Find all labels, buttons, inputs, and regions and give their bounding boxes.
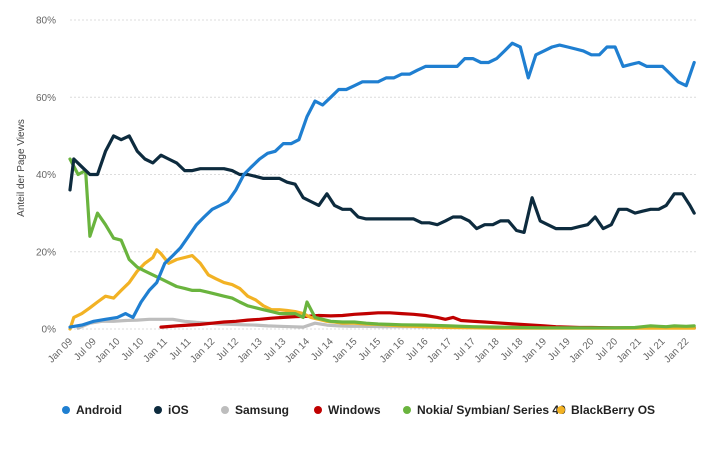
- x-tick-label: Jan 15: [330, 336, 359, 365]
- series-line-blackberry-os: [68, 248, 696, 331]
- series-lines: [68, 41, 696, 331]
- x-tick-label: Jan 14: [283, 336, 312, 365]
- legend-item[interactable]: Android: [62, 403, 122, 417]
- gridlines: [70, 19, 698, 330]
- legend: Android iOS Samsung Windows Nokia/ Symbian/ …: [62, 403, 655, 417]
- legend-item[interactable]: Samsung: [221, 403, 289, 417]
- legend-marker: [154, 406, 162, 414]
- legend-label: BlackBerry OS: [571, 403, 655, 417]
- legend-marker: [221, 406, 229, 414]
- legend-label: Android: [76, 403, 122, 417]
- y-axis-ticks: 0% 20% 40% 60% 80%: [36, 16, 56, 336]
- x-tick-label: Jan 12: [188, 336, 217, 365]
- x-tick-label: Jan 20: [567, 336, 596, 365]
- x-tick-label: Jan 16: [378, 336, 407, 365]
- legend-marker: [62, 406, 70, 414]
- y-tick-label: 40%: [36, 170, 56, 181]
- legend-label: Windows: [328, 403, 381, 417]
- legend-marker: [557, 406, 565, 414]
- legend-marker: [403, 406, 411, 414]
- x-tick-label: Jan 22: [662, 336, 691, 365]
- x-tick-label: Jan 19: [520, 336, 549, 365]
- y-axis-label: Anteil der Page Views: [16, 119, 27, 217]
- series-line-android: [68, 41, 696, 329]
- legend-label: Nokia/ Symbian/ Series 40: [417, 403, 566, 417]
- x-tick-label: Jan 10: [94, 336, 123, 365]
- legend-item[interactable]: BlackBerry OS: [557, 403, 655, 417]
- y-tick-label: 60%: [36, 93, 56, 104]
- y-tick-label: 20%: [36, 247, 56, 258]
- legend-item[interactable]: Nokia/ Symbian/ Series 40: [403, 403, 566, 417]
- x-tick-label: Jan 17: [425, 336, 454, 365]
- legend-label: iOS: [168, 403, 189, 417]
- series-line-ios: [68, 134, 696, 234]
- x-tick-label: Jan 21: [615, 336, 644, 365]
- series-line-nokia-symbian-series-40: [68, 157, 696, 330]
- y-tick-label: 80%: [36, 16, 56, 27]
- legend-marker: [314, 406, 322, 414]
- legend-label: Samsung: [235, 403, 289, 417]
- legend-item[interactable]: iOS: [154, 403, 189, 417]
- y-tick-label: 0%: [42, 325, 57, 336]
- legend-item[interactable]: Windows: [314, 403, 381, 417]
- x-tick-label: Jan 18: [473, 336, 502, 365]
- x-tick-label: Jan 09: [46, 336, 75, 365]
- x-tick-label: Jan 11: [141, 336, 170, 365]
- x-tick-label: Jan 13: [236, 336, 265, 365]
